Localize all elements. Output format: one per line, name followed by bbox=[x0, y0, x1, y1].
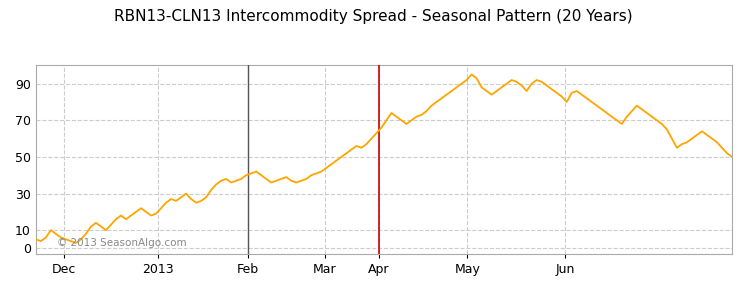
Text: © 2013 SeasonAlgo.com: © 2013 SeasonAlgo.com bbox=[57, 238, 186, 248]
Text: RBN13-CLN13 Intercommodity Spread - Seasonal Pattern (20 Years): RBN13-CLN13 Intercommodity Spread - Seas… bbox=[114, 9, 633, 24]
